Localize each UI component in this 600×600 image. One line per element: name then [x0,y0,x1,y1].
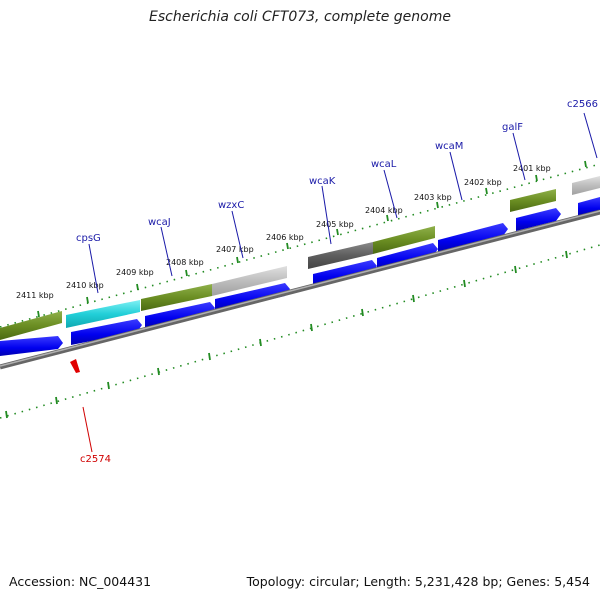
feature-block [0,311,62,340]
kbp-label: 2404 kbp [365,206,403,215]
genome-summary: Topology: circular; Length: 5,231,428 bp… [246,574,590,589]
feature-block [141,284,212,311]
genome-backbone [0,209,600,370]
gene-label[interactable]: galF [502,122,523,133]
cds-arrow [71,319,142,345]
kbp-label: 2401 kbp [513,164,551,173]
cds-arrow [438,223,508,253]
cds-arrow [145,302,215,329]
cds-arrow [516,208,561,231]
feature-block [510,189,556,212]
lower-major-ticks [5,250,568,419]
feature-block [572,176,600,195]
kbp-label: 2411 kbp [16,291,54,300]
cds-arrow [0,336,63,356]
feature-band [0,176,600,340]
gene-label[interactable]: wzxC [218,200,244,211]
upper-tick-track [0,163,600,328]
gene-label[interactable]: wcaK [309,176,336,187]
gene-leader-lines [88,112,598,294]
feature-block [373,226,435,254]
gene-leader-line-red [82,406,93,453]
gene-label[interactable]: wcaL [371,159,397,170]
kbp-label: 2402 kbp [464,178,502,187]
feature-block [308,242,373,269]
gene-label[interactable]: wcaJ [148,217,171,228]
kbp-label: 2403 kbp [414,193,452,202]
red-gene-marker [70,359,80,373]
accession-label: Accession: NC_004431 [9,574,152,589]
kbp-label: 2406 kbp [266,233,304,242]
genome-title: Escherichia coli CFT073, complete genome [149,9,451,25]
cds-arrow-track [0,197,600,356]
feature-block [212,266,287,296]
kbp-label: 2409 kbp [116,268,154,277]
kbp-label: 2408 kbp [166,258,204,267]
kbp-label: 2407 kbp [216,245,254,254]
gene-label[interactable]: cpsG [76,233,101,244]
gene-label-red[interactable]: c2574 [80,454,111,465]
gene-label[interactable]: wcaM [435,141,463,152]
kbp-label: 2410 kbp [66,281,104,290]
upper-major-ticks [37,160,587,318]
kbp-label: 2405 kbp [316,220,354,229]
feature-block [66,300,140,328]
gene-label[interactable]: c2566 [567,99,598,110]
